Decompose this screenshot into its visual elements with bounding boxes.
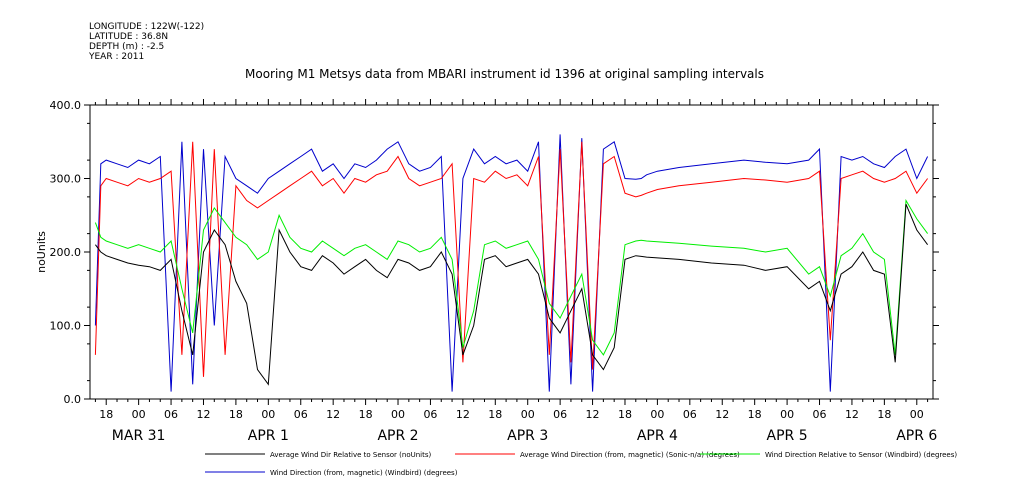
series-lines	[94, 134, 929, 392]
x-tick-label: 06	[683, 408, 697, 421]
legend-label-1: Average Wind Dir Relative to Sensor (noU…	[270, 451, 431, 459]
x-day-label: APR 6	[896, 428, 937, 444]
plot-frame	[89, 104, 934, 400]
x-day-label: APR 4	[637, 428, 678, 444]
x-tick-label: 06	[553, 408, 567, 421]
x-tick-label: 06	[294, 408, 308, 421]
x-tick-label: 12	[715, 408, 729, 421]
year-label: YEAR : 2011	[89, 52, 145, 62]
x-tick-label: 06	[813, 408, 827, 421]
x-day-label: APR 2	[377, 428, 418, 444]
latitude-label: LATITUDE : 36.8N	[89, 32, 169, 42]
x-tick-label: 00	[261, 408, 275, 421]
x-day-label: APR 1	[248, 428, 289, 444]
x-tick-label: 00	[391, 408, 405, 421]
x-day-label: APR 5	[767, 428, 808, 444]
depth-label: DEPTH (m) : -2.5	[89, 42, 165, 52]
x-tick-label: 12	[456, 408, 470, 421]
x-tick-label: 06	[423, 408, 437, 421]
x-tick-label: 18	[359, 408, 373, 421]
x-tick-label: 06	[164, 408, 178, 421]
x-tick-label: 18	[99, 408, 113, 421]
x-tick-label: 00	[910, 408, 924, 421]
series-line-2	[94, 141, 929, 377]
legend-label-4: Wind Direction (from, magnetic) (Windbir…	[270, 469, 458, 477]
y-tick-label: 100.0	[50, 320, 82, 333]
x-tick-label: 18	[488, 408, 502, 421]
legend-label-3: Wind Direction Relative to Sensor (Windb…	[765, 451, 957, 459]
x-tick-label: 12	[196, 408, 210, 421]
x-tick-label: 18	[618, 408, 632, 421]
x-day-label: APR 3	[507, 428, 548, 444]
x-tick-label: 00	[780, 408, 794, 421]
y-axis: 0.0 100.0 200.0 300.0 400.0	[50, 99, 939, 406]
x-tick-label: 00	[521, 408, 535, 421]
legend-label-2: Average Wind Direction (from, magnetic) …	[520, 451, 740, 459]
series-line-3	[94, 198, 929, 356]
x-tick-label: 18	[877, 408, 891, 421]
x-tick-label: 00	[132, 408, 146, 421]
x-tick-label: 00	[650, 408, 664, 421]
x-day-label: MAR 31	[112, 428, 166, 444]
longitude-label: LONGITUDE : 122W(-122)	[89, 22, 205, 32]
y-tick-label: 400.0	[50, 99, 82, 112]
series-line-4	[94, 134, 929, 392]
y-tick-label: 300.0	[50, 173, 82, 186]
y-tick-label: 0.0	[64, 393, 82, 406]
x-tick-label: 18	[748, 408, 762, 421]
x-axis: 18 00 06 12 18 00 06 12 18 00 06 12 18 00 06 12 18 00 06 12…	[94, 99, 937, 444]
y-tick-label: 200.0	[50, 246, 82, 259]
x-tick-label: 12	[326, 408, 340, 421]
x-tick-label: 12	[845, 408, 859, 421]
series-line-1	[94, 204, 929, 386]
chart-title: Mooring M1 Metsys data from MBARI instru…	[245, 67, 764, 81]
y-axis-label: noUnits	[35, 231, 48, 273]
legend: Average Wind Dir Relative to Sensor (noU…	[205, 451, 957, 477]
x-tick-label: 12	[586, 408, 600, 421]
x-tick-label: 18	[229, 408, 243, 421]
